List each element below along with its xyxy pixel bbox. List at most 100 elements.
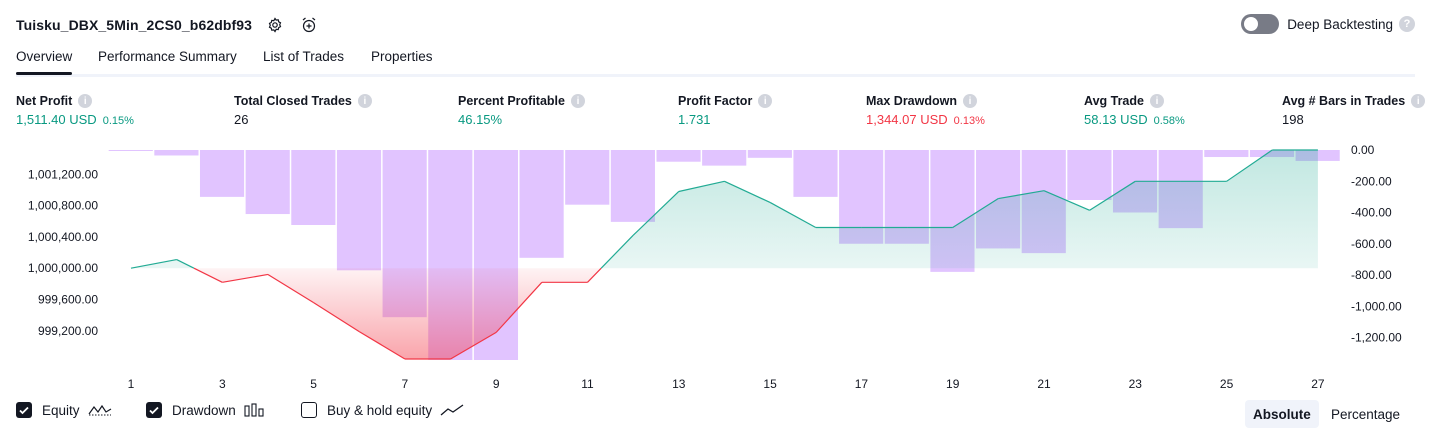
y-left-tick-label: 1,000,000.00	[28, 261, 98, 275]
x-tick-label: 15	[763, 377, 777, 391]
equity-series	[130, 149, 1318, 360]
header-bar: Tuisku_DBX_5Min_2CS0_b62dbf93	[16, 14, 320, 36]
info-icon[interactable]: i	[1411, 94, 1426, 108]
legend-label: Equity	[42, 402, 80, 418]
metric-avg-trade: Avg Trade i 58.13 USD 0.58%	[1084, 94, 1185, 127]
legend-equity[interactable]: Equity	[16, 402, 112, 418]
tab-properties[interactable]: Properties	[371, 49, 433, 64]
equity-line-segment	[267, 273, 314, 304]
tab-list-of-trades[interactable]: List of Trades	[263, 49, 345, 64]
drawdown-bars-icon	[244, 403, 266, 417]
drawdown-bar	[793, 150, 838, 197]
checkbox-unchecked-icon[interactable]	[301, 402, 317, 418]
metric-max-drawdown: Max Drawdown i 1,344.07 USD 0.13%	[866, 94, 985, 127]
equity-line-segment	[495, 281, 543, 333]
metric-label: Profit Factor	[678, 94, 753, 108]
x-tick-label: 3	[219, 377, 226, 391]
metric-net-profit: Net Profit i 1,511.40 USD 0.15%	[16, 94, 134, 127]
equity-line-segment	[450, 331, 497, 360]
drawdown-bar	[610, 150, 655, 222]
info-icon[interactable]: i	[758, 94, 773, 108]
equity-line-segment	[313, 302, 360, 333]
drawdown-bar	[519, 150, 564, 258]
strategy-title: Tuisku_DBX_5Min_2CS0_b62dbf93	[16, 17, 253, 33]
metric-percent-profitable: Percent Profitable i 46.15%	[458, 94, 585, 127]
x-tick-label: 21	[1037, 377, 1051, 391]
drawdown-bar	[108, 150, 153, 151]
metric-percent: 0.15%	[102, 115, 134, 127]
toggle-knob	[1244, 17, 1259, 31]
help-icon[interactable]: ?	[1399, 16, 1415, 32]
metric-percent: 0.13%	[953, 115, 985, 127]
metric-value: 1,511.40 USD	[16, 112, 97, 127]
metric-profit-factor: Profit Factor i 1.731	[678, 94, 773, 127]
equity-line-segment	[769, 201, 817, 229]
drawdown-bar	[1204, 150, 1249, 158]
metric-percent: 0.58%	[1153, 115, 1185, 127]
metric-value: 198	[1282, 112, 1304, 127]
drawdown-bar	[1067, 150, 1112, 200]
metric-label: Max Drawdown	[866, 94, 957, 108]
tab-bar: Overview Performance Summary List of Tra…	[16, 44, 1415, 77]
drawdown-bar	[291, 150, 336, 225]
equity-line-segment	[998, 190, 1045, 200]
buy-hold-line-icon	[440, 403, 464, 417]
y-left-tick-label: 1,001,200.00	[28, 167, 98, 181]
percentage-mode-button[interactable]: Percentage	[1331, 406, 1401, 422]
drawdown-bar	[702, 150, 747, 166]
equity-profit-area	[131, 150, 1318, 269]
x-tick-label: 25	[1220, 377, 1234, 391]
checkbox-checked-icon[interactable]	[146, 402, 162, 418]
info-icon[interactable]: i	[78, 94, 93, 108]
x-tick-label: 1	[128, 377, 135, 391]
info-icon[interactable]: i	[357, 94, 372, 108]
info-icon[interactable]: i	[1149, 94, 1164, 108]
legend-buy-hold-equity[interactable]: Buy & hold equity	[301, 402, 464, 418]
legend-label: Buy & hold equity	[327, 402, 433, 418]
metric-value: 46.15%	[458, 112, 503, 127]
metric-label: Percent Profitable	[458, 94, 565, 108]
alarm-clock-add-icon[interactable]	[298, 14, 320, 36]
info-icon[interactable]: i	[570, 94, 585, 108]
equity-line-segment	[222, 273, 269, 283]
x-tick-label: 13	[672, 377, 686, 391]
equity-line-segment	[1089, 180, 1136, 211]
x-tick-label: 9	[493, 377, 500, 391]
equity-line-icon	[88, 403, 112, 417]
equity-line-segment	[600, 234, 634, 269]
deep-backtesting-toggle[interactable]	[1241, 14, 1280, 34]
drawdown-bar	[199, 150, 245, 197]
x-tick-label: 7	[402, 377, 409, 391]
settings-icon[interactable]	[264, 14, 286, 36]
x-tick-label: 11	[581, 377, 594, 391]
y-right-tick-label: -400.00	[1351, 206, 1392, 220]
absolute-mode-button[interactable]: Absolute	[1245, 400, 1319, 428]
x-tick-label: 27	[1311, 377, 1325, 391]
info-icon[interactable]: i	[963, 94, 977, 108]
x-tick-label: 17	[855, 377, 869, 391]
metric-label: Avg # Bars in Trades	[1282, 94, 1406, 108]
y-right-tick-label: -200.00	[1351, 174, 1392, 188]
drawdown-bar	[336, 150, 382, 271]
tab-overview[interactable]: Overview	[16, 49, 73, 75]
metric-label: Total Closed Trades	[234, 94, 352, 108]
drawdown-bar	[154, 150, 199, 156]
equity-loss-area	[131, 268, 1318, 359]
x-axis: 1 3 5 7 9 11 13 15 17 19 21 23 25 27	[128, 377, 1325, 391]
checkbox-checked-icon[interactable]	[16, 402, 32, 418]
equity-line-segment	[632, 191, 680, 236]
metric-value: 26	[234, 112, 249, 127]
y-left-tick-label: 1,000,800.00	[28, 199, 98, 213]
equity-line-segment	[193, 267, 223, 283]
metric-avg-bars-in-trades: Avg # Bars in Trades i 198	[1282, 94, 1426, 127]
metric-value: 1,344.07 USD	[866, 112, 948, 127]
drawdown-bar	[245, 150, 290, 215]
deep-backtesting: Deep Backtesting ?	[1241, 14, 1415, 34]
y-left-tick-label: 999,600.00	[38, 293, 98, 307]
y-axis-right: 0.00 -200.00 -400.00 -600.00 -800.00 -1,000.0…	[1351, 143, 1402, 345]
legend-drawdown[interactable]: Drawdown	[146, 402, 266, 418]
equity-drawdown-chart[interactable]: 1,001,200.00 1,000,800.00 1,000,400.00 1,00…	[0, 140, 1431, 395]
metric-value: 58.13 USD	[1084, 112, 1148, 127]
equity-line-segment	[176, 259, 195, 269]
tab-performance-summary[interactable]: Performance Summary	[98, 49, 237, 64]
